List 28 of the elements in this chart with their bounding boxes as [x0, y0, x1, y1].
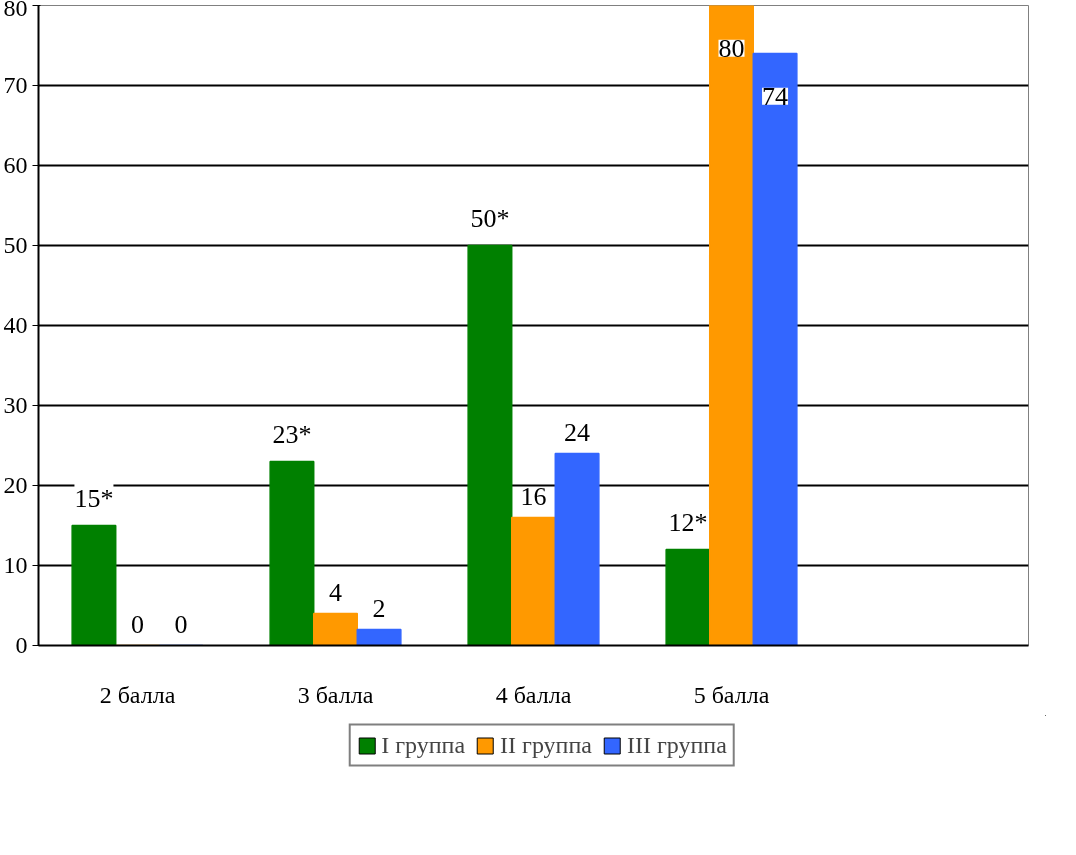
data-label: 80 — [718, 33, 745, 63]
x-tick-label: 3 балла — [297, 681, 374, 708]
y-tick-label: 10 — [3, 552, 28, 578]
data-label: 74 — [762, 81, 789, 111]
y-tick-label: 60 — [3, 152, 28, 178]
legend-label: I группа — [381, 731, 466, 759]
x-tick-label: 2 балла — [99, 681, 176, 708]
y-tick-label: 70 — [3, 72, 28, 98]
data-label: 50* — [470, 203, 510, 233]
data-label: 24 — [564, 417, 591, 447]
x-tick-label: 4 балла — [495, 681, 572, 708]
data-label: 2 — [372, 593, 386, 623]
data-label: 4 — [329, 577, 342, 607]
y-tick-label: 50 — [3, 232, 28, 258]
data-label: 16 — [520, 481, 547, 511]
data-label: 0 — [174, 609, 188, 639]
data-label: 0 — [131, 609, 144, 639]
data-label: 12* — [668, 507, 708, 537]
x-tick-label: 5 балла — [693, 681, 770, 708]
y-tick-label: 30 — [3, 392, 28, 418]
data-label: 15* — [74, 483, 114, 513]
legend-label: III группа — [626, 731, 727, 759]
y-tick-label: 80 — [3, 0, 28, 21]
y-tick-label: 0 — [15, 632, 28, 658]
data-label: 23* — [272, 419, 312, 449]
y-tick-label: 40 — [3, 312, 28, 338]
y-tick-label: 20 — [3, 472, 28, 498]
legend-label: II группа — [500, 731, 592, 759]
